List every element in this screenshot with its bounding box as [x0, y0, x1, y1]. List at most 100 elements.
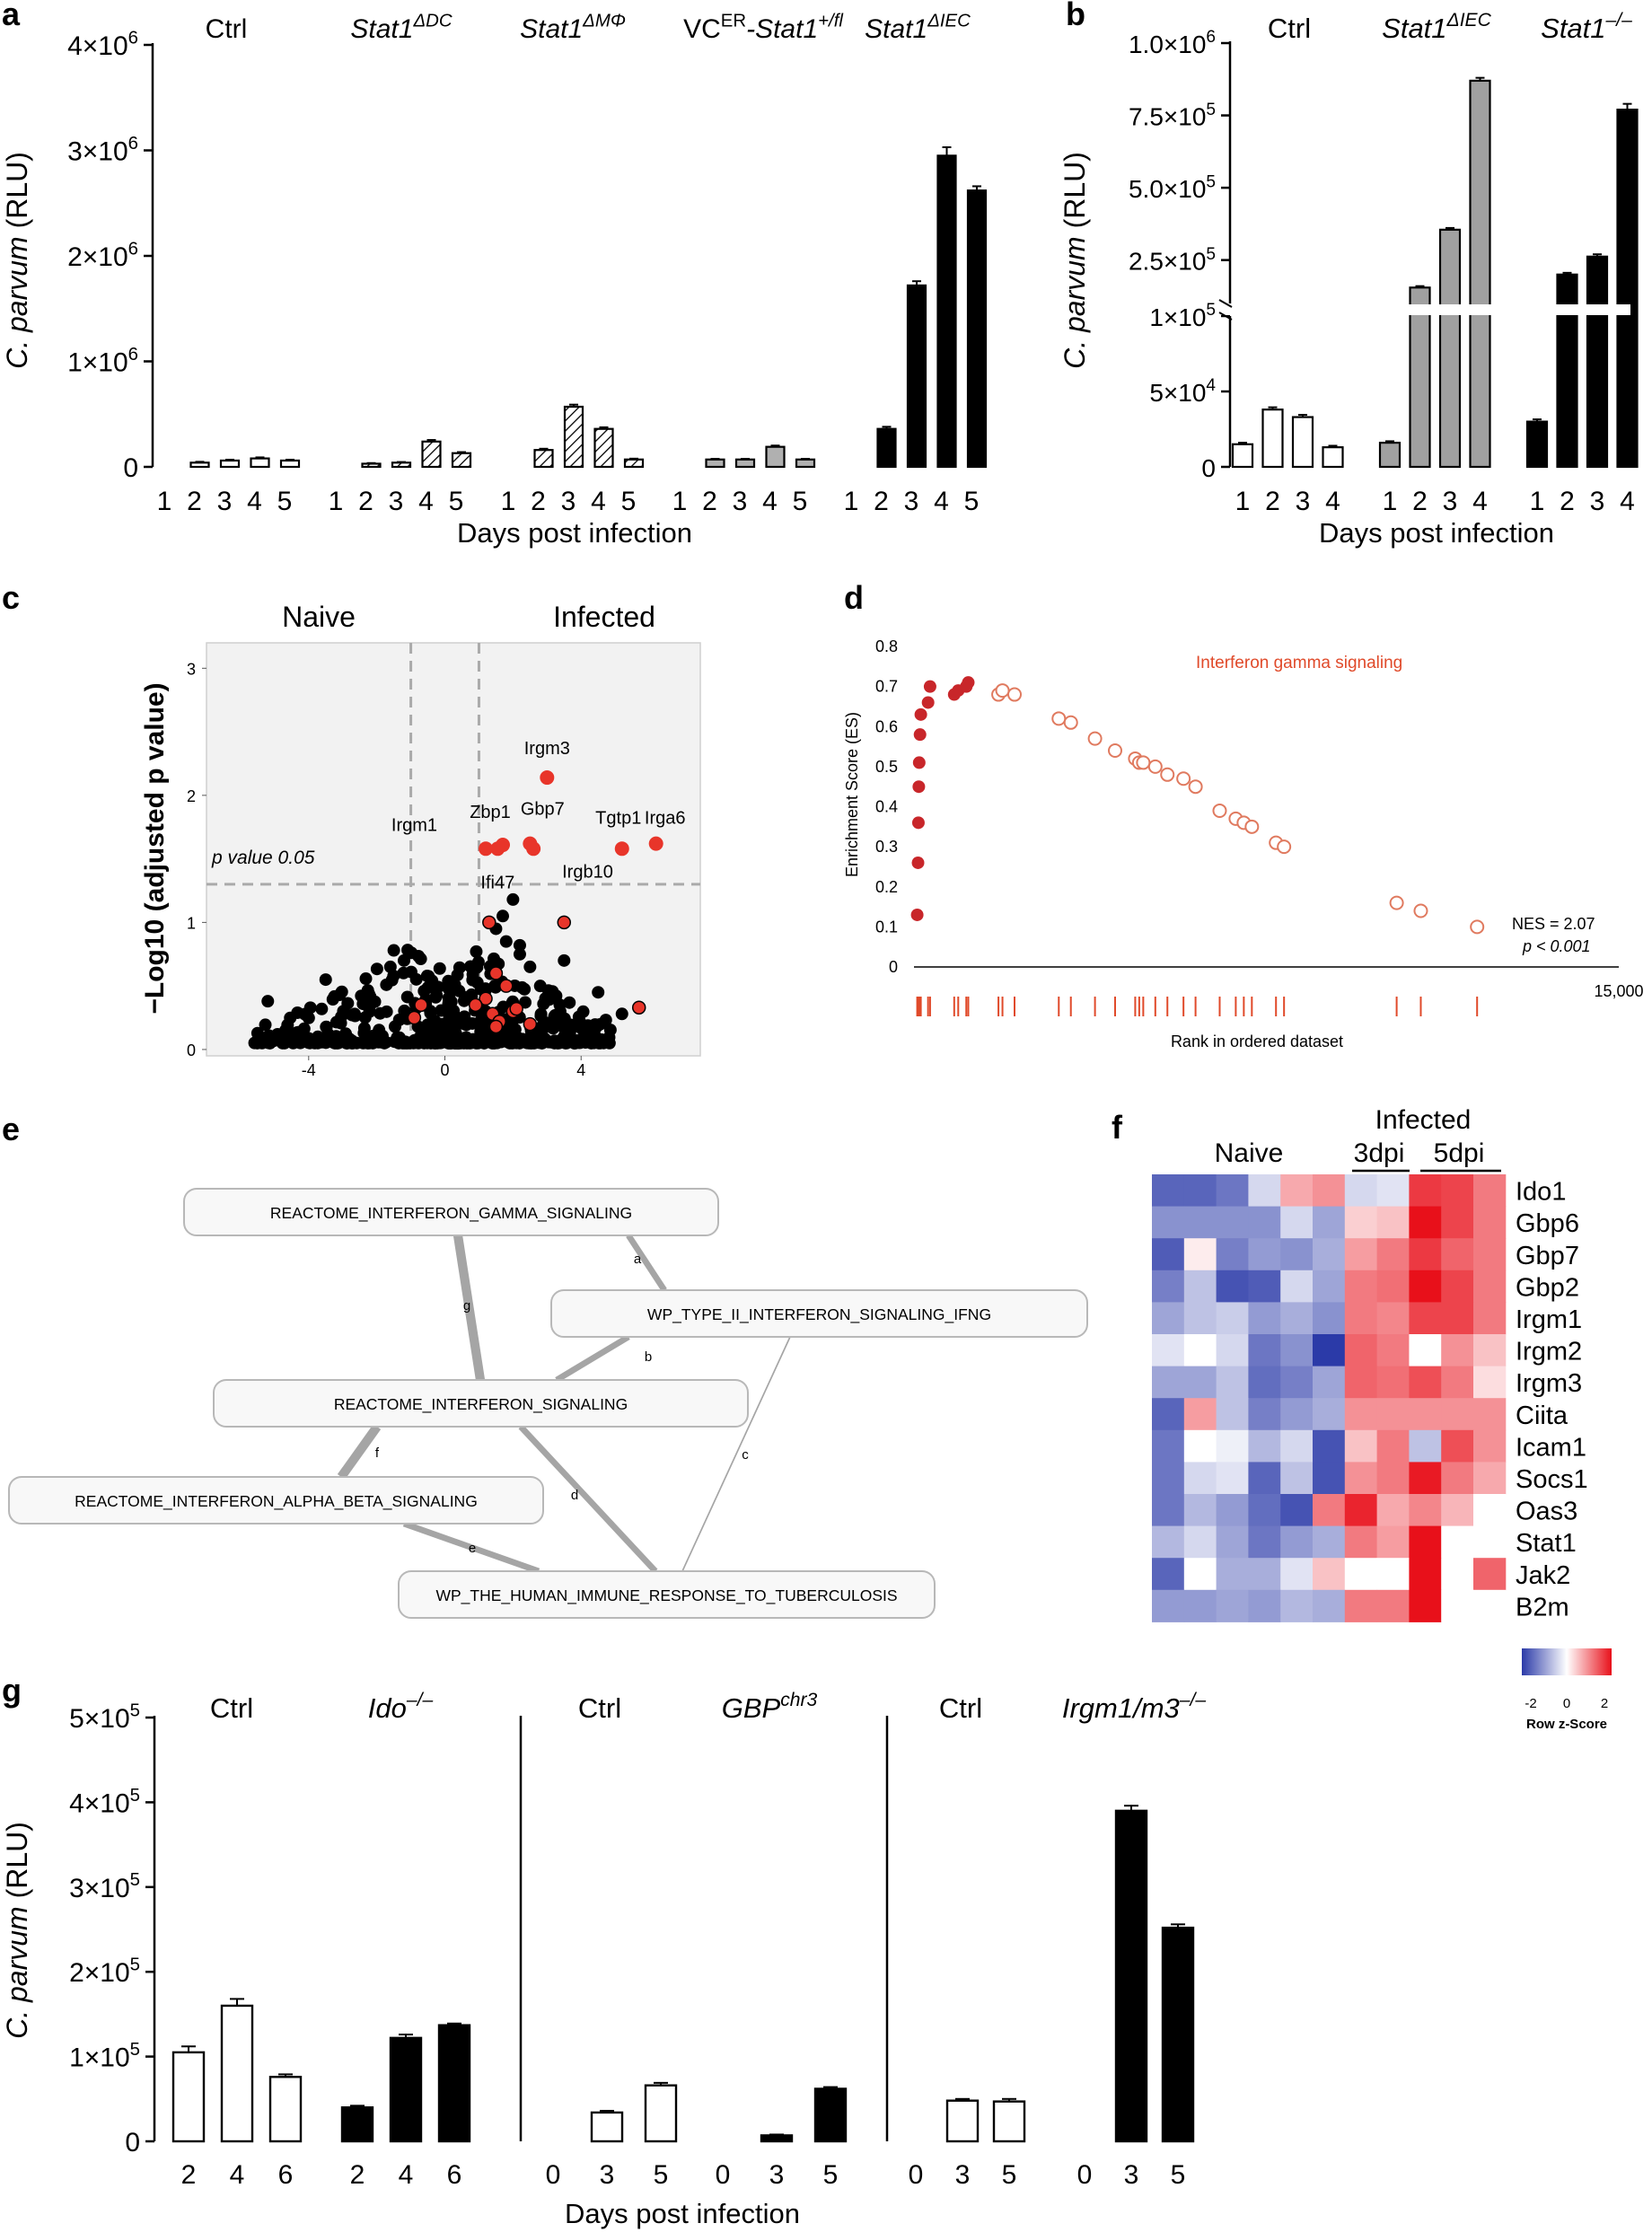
x-tick-label: 3 — [1124, 2160, 1139, 2190]
heatmap-cell — [1216, 1429, 1249, 1463]
heatmap-gene-label: Oas3 — [1516, 1498, 1577, 1526]
gene-point — [291, 1006, 304, 1019]
gene-point — [378, 1036, 391, 1050]
heatmap-cell — [1183, 1494, 1217, 1527]
group-label: Ctrl — [210, 1692, 253, 1724]
gene-point — [364, 990, 377, 1004]
gene-point — [1389, 895, 1404, 910]
gsea-nes: NES = 2.07 — [1512, 915, 1595, 933]
gene-point — [443, 1007, 456, 1021]
group-label: Stat1–/– — [1541, 10, 1632, 44]
x-tick-label: 3 — [1590, 487, 1605, 516]
network-edge-label: d — [571, 1488, 578, 1503]
heatmap-cell — [1183, 1302, 1217, 1335]
gene-point — [488, 952, 501, 965]
heatmap-cell — [1409, 1302, 1442, 1335]
gene-point — [337, 1005, 350, 1018]
ifn-gene-point — [479, 991, 493, 1006]
network-node-label: REACTOME_INTERFERON_GAMMA_SIGNALING — [270, 1204, 632, 1223]
heatmap-cell — [1183, 1174, 1217, 1208]
heatmap-cell — [1216, 1462, 1249, 1495]
heatmap-cell — [1441, 1462, 1474, 1495]
y-tick-label: 0.2 — [875, 878, 898, 896]
x-tick-label: 6 — [447, 2160, 462, 2190]
bar — [945, 2099, 980, 2143]
bar — [1291, 416, 1314, 469]
heatmap-gene-label: Gbp2 — [1516, 1273, 1579, 1302]
gene-point — [1108, 743, 1122, 759]
heatmap-cell — [1152, 1525, 1185, 1559]
y-tick-label: 1×105 — [1149, 301, 1216, 331]
heatmap-gene-label: Socs1 — [1516, 1465, 1588, 1494]
y-axis-label: C. parvum (RLU) — [1, 1822, 33, 2039]
heatmap-cell — [1409, 1270, 1442, 1303]
y-tick-label: 0.8 — [875, 637, 898, 655]
network-node — [398, 1570, 936, 1619]
leading-edge-point — [912, 756, 926, 769]
ifn-gene-point — [488, 966, 504, 980]
bar — [1616, 109, 1639, 469]
network-node — [8, 1476, 544, 1525]
gene-label: Irgm3 — [524, 739, 570, 759]
ifn-gene-point — [407, 1010, 422, 1025]
heatmap-cell — [1344, 1366, 1378, 1399]
gene-point — [563, 996, 576, 1009]
gene-point — [1136, 755, 1151, 770]
group-label: Ctrl — [206, 14, 248, 44]
heatmap-gene-label: Ido1 — [1516, 1178, 1566, 1207]
bar — [966, 189, 988, 469]
x-tick-label: 2 — [702, 487, 717, 516]
heatmap-cell — [1473, 1302, 1507, 1335]
heatmap-cell — [1409, 1429, 1442, 1463]
gene-point — [533, 980, 547, 993]
y-tick-label: 0.4 — [875, 798, 898, 816]
y-tick-label: 3×105 — [69, 1870, 140, 1903]
gene-point — [555, 1014, 568, 1027]
gene-label: Irga6 — [645, 809, 686, 829]
x-tick-label: 4 — [591, 487, 606, 516]
heatmap-cell — [1473, 1589, 1507, 1622]
bar — [644, 2084, 678, 2143]
heatmap-cell — [1152, 1429, 1185, 1463]
gsea-title: Interferon gamma signaling — [1196, 654, 1402, 672]
gene-point — [453, 984, 466, 997]
gene-point — [1160, 767, 1175, 782]
labeled-gene-point — [479, 841, 494, 857]
heatmap-cell — [1344, 1589, 1378, 1622]
heatmap-cell — [1473, 1429, 1507, 1463]
heatmap-cell — [1183, 1462, 1217, 1495]
gene-point — [995, 683, 1010, 699]
heatmap-cell — [1248, 1558, 1281, 1591]
y-axis-label: C. parvum (RLU) — [1, 152, 33, 369]
x-tick-label: 1 — [1383, 487, 1398, 516]
x-tick-label: 4 — [1325, 487, 1340, 516]
y-tick-label: 3×106 — [67, 134, 138, 167]
heatmap-cell — [1473, 1366, 1507, 1399]
gene-point — [435, 1035, 448, 1049]
x-tick-label: 1 — [1235, 487, 1251, 516]
network-edge-label: e — [469, 1541, 476, 1556]
gene-point — [1212, 803, 1227, 818]
bar — [1231, 443, 1254, 469]
x-tick-label: 5 — [621, 487, 637, 516]
x-tick-label: 3 — [904, 487, 919, 516]
heatmap-cell — [1344, 1270, 1378, 1303]
gsea-pvalue: p < 0.001 — [1522, 937, 1591, 955]
group-label: Ctrl — [1268, 13, 1311, 44]
heatmap-gene-label: Gbp6 — [1516, 1209, 1579, 1238]
heatmap-cell — [1441, 1302, 1474, 1335]
heatmap-cell — [1313, 1429, 1346, 1463]
heatmap-cell — [1409, 1589, 1442, 1622]
gene-point — [1087, 731, 1103, 746]
gene-point — [398, 953, 410, 967]
panel-e-network: a b c d e f g REACTOME_INTERFERON_GAMMA_SIGNALI… — [8, 1188, 1088, 1619]
x-tick-label: 1 — [672, 487, 688, 516]
heatmap-cell — [1248, 1270, 1281, 1303]
heatmap-cell — [1313, 1494, 1346, 1527]
bar — [1586, 255, 1609, 469]
network-edge — [453, 1235, 486, 1381]
x-tick-label: 3 — [389, 487, 404, 516]
x-tick-label: 3 — [769, 2160, 785, 2190]
heatmap-cell — [1409, 1366, 1442, 1399]
heatmap-gene-label: B2m — [1516, 1593, 1569, 1621]
